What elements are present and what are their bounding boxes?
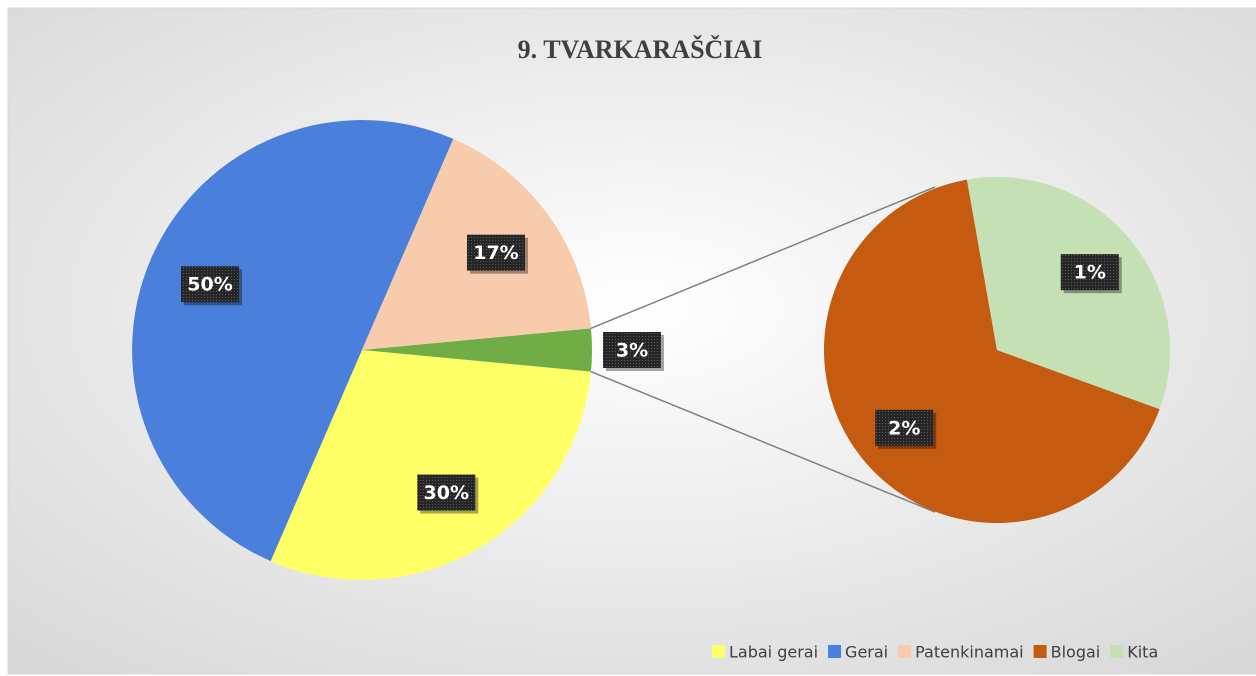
data-label: 2% bbox=[888, 417, 920, 439]
connector bbox=[590, 186, 936, 330]
connector bbox=[590, 370, 936, 513]
label-box bbox=[875, 409, 934, 446]
legend-label: Kita bbox=[1127, 643, 1158, 662]
pie-slice bbox=[966, 177, 1170, 410]
label-box bbox=[181, 266, 240, 303]
legend-label: Labai gerai bbox=[729, 643, 818, 662]
pie-slice bbox=[270, 350, 591, 580]
data-label: 3% bbox=[616, 340, 648, 362]
legend-label: Gerai bbox=[845, 643, 888, 662]
label-box bbox=[1060, 254, 1119, 291]
data-label: 30% bbox=[424, 482, 469, 504]
label-box bbox=[466, 234, 525, 271]
data-label: 17% bbox=[473, 242, 518, 264]
legend-swatch bbox=[898, 645, 912, 658]
label-box bbox=[603, 332, 661, 368]
legend-swatch bbox=[828, 645, 842, 658]
label-box bbox=[417, 474, 476, 511]
legend-swatch bbox=[1110, 645, 1124, 658]
data-label: 50% bbox=[187, 274, 232, 296]
legend-swatch bbox=[1033, 645, 1047, 658]
legend-swatch bbox=[712, 645, 725, 658]
pie-slice bbox=[132, 120, 454, 562]
legend-label: Patenkinamai bbox=[915, 643, 1023, 662]
pie-slice bbox=[362, 328, 592, 372]
legend-label: Blogai bbox=[1051, 643, 1101, 662]
chart-title: 9. TVARKARAŠČIAI bbox=[518, 35, 763, 64]
data-label: 1% bbox=[1074, 262, 1106, 284]
